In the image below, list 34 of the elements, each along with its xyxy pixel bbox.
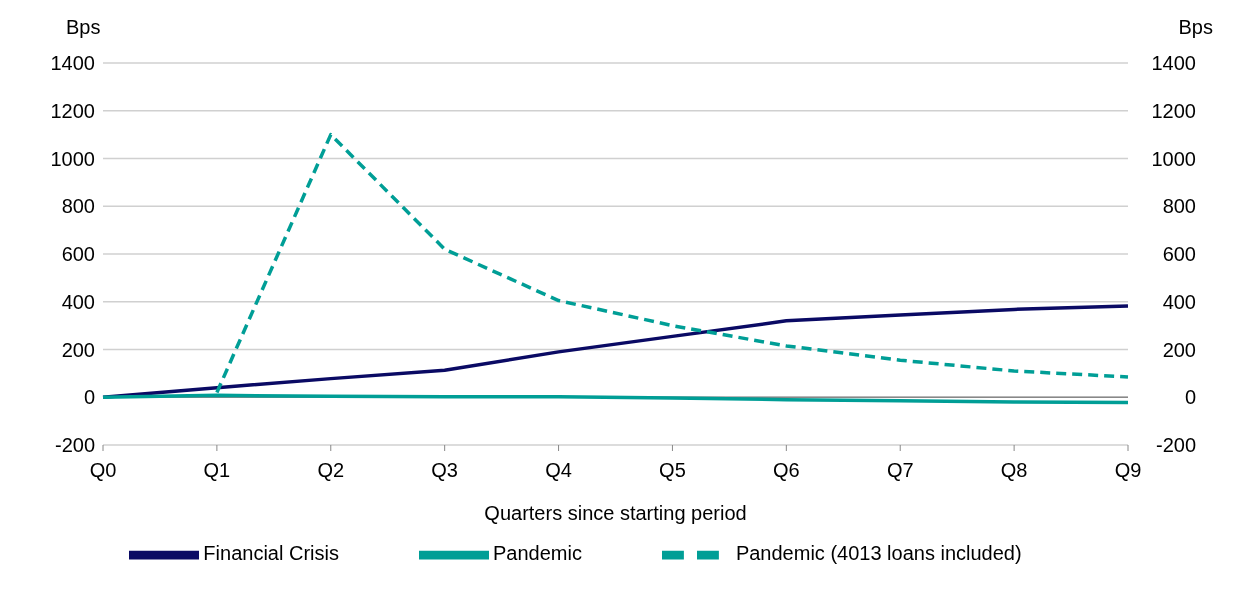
y-tick-label: 400: [61, 290, 95, 313]
y2-tick-label: 400: [1162, 290, 1196, 313]
x-axis-title: Quarters since starting period: [484, 502, 747, 524]
x-tick-label: Q7: [886, 459, 914, 482]
x-tick-label: Q2: [317, 459, 345, 482]
y2-tick-label: 800: [1162, 195, 1196, 218]
y-tick-label: -200: [54, 434, 95, 457]
y2-tick-label: 200: [1162, 338, 1196, 361]
y-tick-label: 200: [61, 338, 95, 361]
x-tick-label: Q1: [203, 459, 231, 482]
y-axis-title: Bps: [66, 16, 101, 39]
x-tick-label: Q4: [545, 459, 572, 482]
y2-axis-title: Bps: [1178, 16, 1213, 39]
y2-tick-label: 600: [1162, 243, 1196, 266]
y2-tick-label: -200: [1155, 434, 1196, 457]
x-tick-label: Q8: [1000, 459, 1028, 482]
x-tick-label: Q3: [431, 459, 459, 482]
x-tick-label: Q6: [772, 459, 800, 482]
legend-label: Pandemic (4013 loans included): [735, 542, 1022, 565]
y-tick-label: 1000: [50, 147, 95, 170]
y2-tick-label: 1200: [1151, 99, 1196, 122]
y-tick-label: 600: [61, 243, 95, 266]
y-tick-label: 1200: [50, 99, 95, 122]
x-tick-label: Q5: [659, 459, 686, 482]
y2-tick-label: 1400: [1151, 52, 1196, 75]
y-tick-label: 800: [61, 195, 95, 218]
y2-tick-label: 0: [1184, 386, 1196, 409]
y-tick-label: 0: [83, 386, 95, 409]
x-tick-label: Q9: [1114, 459, 1142, 482]
legend-label: Pandemic: [492, 542, 582, 565]
y-tick-label: 1400: [50, 52, 95, 75]
x-tick-label: Q0: [89, 459, 117, 482]
y2-tick-label: 1000: [1151, 147, 1196, 170]
legend-label: Financial Crisis: [203, 542, 339, 565]
